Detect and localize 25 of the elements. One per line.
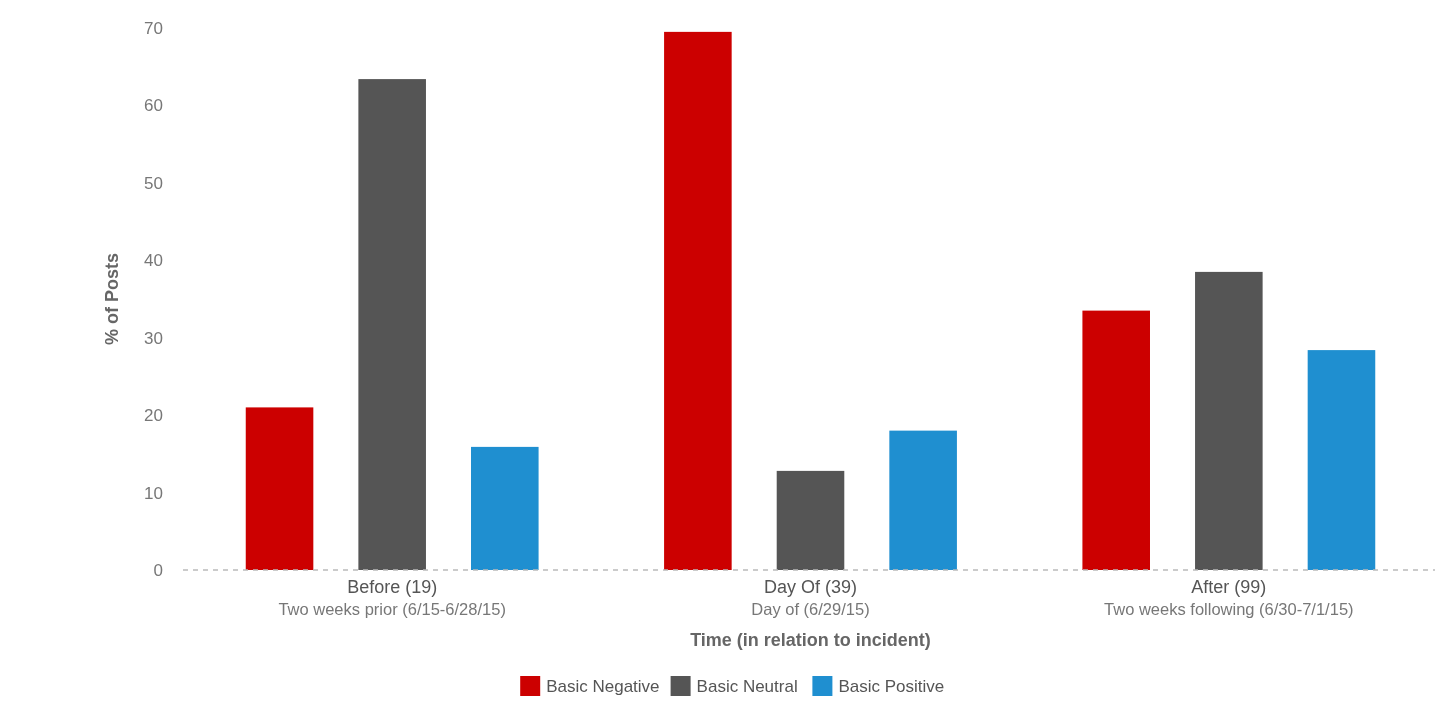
bar	[776, 470, 845, 570]
x-axis-title: Time (in relation to incident)	[690, 630, 931, 650]
legend-label: Basic Negative	[546, 676, 660, 696]
bar	[358, 79, 426, 570]
legend-label: Basic Positive	[838, 676, 945, 696]
bar	[471, 446, 539, 570]
x-tick-label: After (99) Two weeks following (6/30-7/1/15)	[1104, 577, 1354, 618]
y-tick-label: 40	[144, 251, 163, 271]
y-tick-label: 50	[144, 173, 163, 193]
legend-label: Basic Neutral	[696, 676, 798, 696]
y-tick-label: 60	[144, 96, 163, 116]
bar	[889, 430, 957, 570]
y-axis-title: % of Posts	[102, 252, 122, 346]
y-tick-label: 70	[144, 18, 163, 38]
y-tick-label: 10	[144, 483, 163, 503]
x-tick-label: Before (19) Two weeks prior (6/15-6/28/15)	[278, 577, 506, 618]
bar	[664, 31, 732, 570]
x-tick-label: Day Of (39) Day of (6/29/15)	[751, 577, 870, 618]
bar	[1195, 271, 1263, 570]
y-tick-label: 30	[144, 328, 163, 348]
bar	[1307, 350, 1376, 570]
y-tick-label: 20	[144, 406, 163, 426]
bar	[245, 407, 314, 570]
y-tick-label: 0	[153, 560, 163, 580]
bar	[1082, 310, 1150, 570]
